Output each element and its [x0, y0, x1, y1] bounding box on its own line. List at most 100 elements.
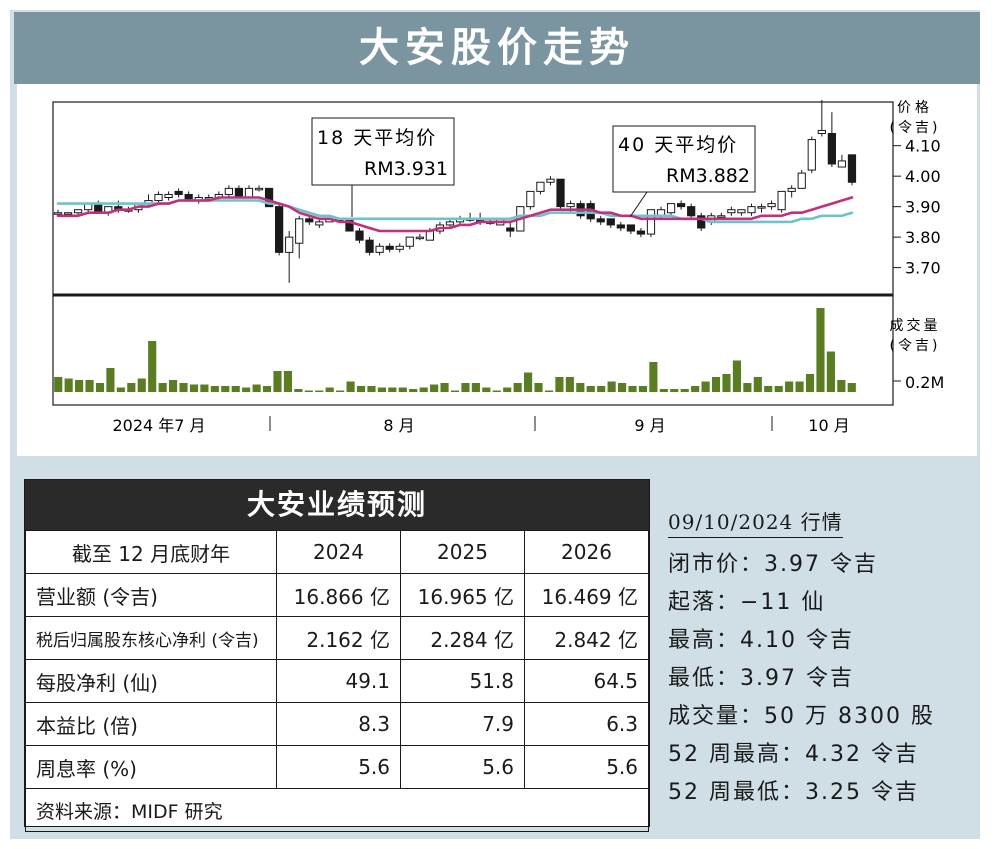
table-row: 本益比 (倍) 8.3 7.9 6.3 [25, 702, 649, 746]
volume-bar [795, 381, 804, 392]
volume-bar [75, 380, 84, 392]
table-cell: 5.6 [276, 745, 401, 789]
volume-bar [680, 389, 689, 392]
volume-bar [315, 390, 324, 392]
price-chart-panel: 4.10 4.00 3.90 3.80 3.70 18 天平均价 RM3.931 40 … [17, 84, 977, 456]
volume-bar [158, 383, 167, 392]
volume-bar [179, 383, 188, 392]
price-tick-label: 4.00 [905, 167, 941, 186]
candle-body [556, 178, 565, 208]
candle-body [174, 190, 183, 195]
ma40-label: 40 天平均价 [618, 134, 738, 156]
ma18-callout-box [311, 117, 455, 186]
volume-bar [597, 386, 606, 392]
volume-bar [294, 389, 303, 392]
volume-bar [210, 386, 219, 392]
candle-body [275, 206, 284, 253]
volume-bar [127, 383, 136, 392]
candle-body [807, 139, 816, 171]
candle-body [606, 218, 615, 226]
candle-body [63, 212, 73, 215]
candle-body [244, 187, 254, 198]
row-label: 税后归属股东核心净利 (令吉) [25, 616, 277, 660]
candle-body [827, 132, 836, 165]
candle-body [737, 209, 746, 214]
volume-bar [785, 381, 794, 392]
candle-body [94, 203, 103, 214]
candle-body [817, 129, 826, 134]
volume-bar [805, 374, 815, 392]
volume-bar [304, 390, 313, 392]
candle-body [566, 203, 575, 208]
candle-body [234, 187, 244, 198]
source-note: 资料来源：MIDF 研究 [25, 788, 649, 832]
row-label: 每股净利 (仙) [25, 659, 277, 703]
ma18-label: 18 天平均价 [317, 127, 437, 149]
candle-body [646, 209, 656, 235]
volume-bar [169, 380, 178, 392]
volume-bar [356, 386, 366, 392]
quote-low: 最低：3.97 令吉 [668, 666, 854, 691]
volume-bar [471, 383, 480, 392]
ma40-callout-box [612, 125, 756, 193]
table-cell: 5.6 [400, 745, 525, 789]
candle-body [224, 187, 233, 195]
candle-body [777, 190, 786, 211]
page-title: 大安股价走势 [14, 12, 980, 84]
volume-bar [262, 386, 272, 392]
price-volume-chart: 4.10 4.00 3.90 3.80 3.70 18 天平均价 RM3.931 40 … [52, 99, 944, 435]
volume-bar [649, 362, 658, 392]
candle-body [536, 181, 545, 192]
volume-bar [450, 390, 460, 392]
volume-bar [54, 377, 63, 392]
candle-body [395, 245, 404, 250]
volume-bar [440, 383, 449, 392]
volume-bar [367, 386, 376, 392]
candle-body [767, 203, 776, 208]
table-cell: 2.162 亿 [276, 616, 401, 660]
volume-bar [524, 372, 533, 392]
candle-body [626, 224, 635, 232]
volume-bar [711, 377, 721, 392]
quote-52w-low: 52 周最低：3.25 令吉 [668, 780, 919, 805]
row-label: 周息率 (%) [25, 745, 277, 789]
table-row: 营业额 (令吉) 16.866 亿 16.965 亿 16.469 亿 [25, 573, 649, 617]
volume-bar [544, 390, 554, 392]
volume-bar [774, 386, 783, 392]
candle-body [616, 224, 625, 229]
candle-body [847, 154, 857, 183]
quote-high: 最高：4.10 令吉 [668, 628, 854, 653]
candle-body [264, 187, 274, 208]
volume-bar [283, 371, 293, 392]
forecast-table-box: 大安业绩预测 截至 12 月底财年 2024 2025 2026 营业额 (令吉… [24, 479, 650, 832]
table-row: 每股净利 (仙) 49.1 51.8 64.5 [25, 659, 649, 703]
volume-bar [116, 387, 125, 392]
volume-bar [273, 371, 282, 392]
volume-bar [388, 387, 397, 392]
candle-body [285, 236, 294, 253]
volume-bar [430, 384, 439, 392]
volume-bar [617, 383, 627, 392]
quote-close: 闭市价：3.97 令吉 [668, 552, 878, 577]
volume-axis-unit: (令吉) [890, 338, 941, 354]
header-cell: 截至 12 月底财年 [25, 530, 277, 574]
candle-body [697, 215, 706, 229]
volume-bar [242, 387, 251, 392]
row-label: 本益比 (倍) [25, 702, 277, 746]
table-cell: 5.6 [524, 745, 649, 789]
candle-body [787, 187, 796, 192]
volume-bar [221, 386, 230, 392]
volume-bar [743, 383, 752, 392]
candle-body [445, 221, 455, 226]
x-label-aug: 8 月 [383, 416, 414, 435]
volume-bar [148, 341, 157, 392]
candle-body [415, 236, 424, 240]
candle-body [295, 218, 304, 244]
candle-body [747, 206, 756, 214]
volume-bar [826, 351, 835, 392]
volume-bar [816, 308, 825, 392]
volume-bar [837, 380, 846, 392]
candle-body [154, 193, 163, 202]
candle-body [546, 178, 555, 183]
volume-bar [534, 383, 543, 392]
